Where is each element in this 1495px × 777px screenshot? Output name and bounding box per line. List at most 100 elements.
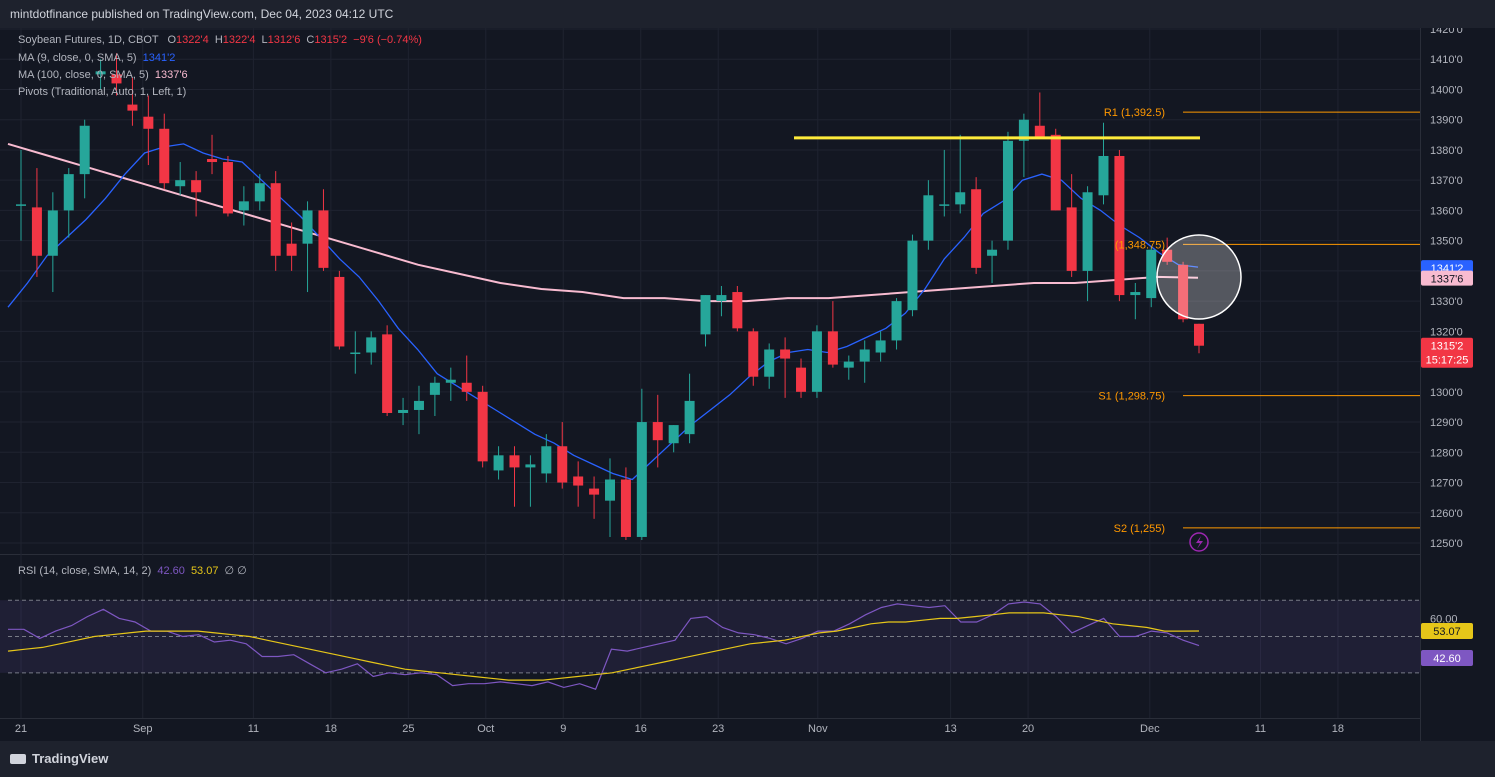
- candle-body: [95, 71, 106, 75]
- rsi-sma-badge-text: 53.07: [1433, 626, 1461, 638]
- ma9-label: MA (9, close, 0, SMA, 5): [18, 52, 137, 64]
- y-tick-label: 1370'0: [1430, 175, 1463, 187]
- candle-body: [31, 207, 42, 256]
- candle-body: [222, 162, 233, 214]
- close-label: C: [306, 34, 315, 46]
- candle-body: [382, 334, 393, 413]
- candle-body: [159, 128, 170, 184]
- pivots-legend: Pivots (Traditional, Auto, 1, Left, 1): [18, 86, 186, 98]
- x-tick-label: 21: [15, 723, 27, 735]
- candle-body: [1018, 119, 1029, 141]
- change-value: −9'6 (−0.74%): [353, 34, 422, 46]
- candle-body: [302, 210, 313, 244]
- y-tick-label: 1260'0: [1430, 508, 1463, 520]
- last-price-badge-text: 1315'2: [1431, 341, 1464, 353]
- rsi-ma-line: [7, 612, 1200, 681]
- candle-body: [509, 455, 520, 468]
- candle-body: [127, 104, 138, 111]
- candle-body: [413, 400, 424, 410]
- candle-body: [254, 183, 265, 202]
- y-tick-label: 1330'0: [1430, 296, 1463, 308]
- last-price-badge-text: 15:17:25: [1426, 355, 1469, 367]
- candle-body: [748, 331, 759, 377]
- candle-body: [1082, 192, 1093, 271]
- candle-body: [557, 446, 568, 483]
- highlight-circle: [1156, 234, 1242, 320]
- candle-body: [891, 301, 902, 341]
- candle-body: [191, 180, 202, 193]
- candle-body: [939, 204, 950, 206]
- y-tick-label: 1280'0: [1430, 447, 1463, 459]
- candle-body: [843, 361, 854, 368]
- publish-bar: mintdotfinance published on TradingView.…: [0, 0, 1495, 28]
- y-tick-label: 1250'0: [1430, 538, 1463, 550]
- candle-body: [16, 204, 26, 206]
- rsi-legend-value: 42.60: [157, 565, 185, 577]
- ohlc-legend: Soybean Futures, 1D, CBOT O1322'4 H1322'…: [18, 34, 422, 46]
- y-tick-label: 1350'0: [1430, 236, 1463, 248]
- candle-body: [47, 210, 58, 256]
- candle-body: [1034, 125, 1045, 138]
- candle-body: [589, 488, 600, 495]
- x-tick-label: Oct: [477, 723, 494, 735]
- x-tick-label: 23: [712, 723, 724, 735]
- candle-body: [318, 210, 329, 268]
- rsi-label: RSI (14, close, SMA, 14, 2): [18, 565, 152, 577]
- bolt-icon-glyph: [1196, 536, 1203, 549]
- symbol-label: Soybean Futures, 1D, CBOT: [18, 34, 159, 46]
- ma100-price-badge-text: 1337'6: [1431, 274, 1464, 286]
- ma100-value: 1337'6: [154, 69, 188, 81]
- candle-body: [286, 243, 297, 256]
- published-text: mintdotfinance published on TradingView.…: [10, 7, 394, 21]
- x-tick-label: Dec: [1140, 723, 1160, 735]
- rsi-legend: RSI (14, close, SMA, 14, 2) 42.60 53.07 …: [18, 564, 247, 577]
- ma9-line: [7, 143, 1199, 481]
- pivot-label-s2: S2 (1,255): [1114, 523, 1165, 535]
- candle-body: [238, 201, 249, 211]
- candle-body: [1066, 207, 1077, 271]
- candle-body: [1146, 249, 1157, 299]
- candle-body: [859, 349, 870, 362]
- candle-body: [652, 422, 663, 441]
- ma100-line: [7, 142, 1199, 303]
- ma100-legend: MA (100, close, 0, SMA, 5) 1337'6: [18, 69, 188, 81]
- pivot-label-p: (1,348.75): [1115, 239, 1165, 251]
- candle-body: [334, 276, 345, 347]
- last-price-badge: [1421, 337, 1473, 368]
- candle-body: [732, 292, 743, 329]
- candle-body: [1130, 292, 1141, 296]
- candle-body: [366, 337, 377, 353]
- candle-body: [63, 174, 74, 211]
- candle-body: [827, 331, 838, 365]
- open-value: 1322'4: [176, 34, 209, 46]
- y-tick-label: 1300'0: [1430, 387, 1463, 399]
- chart-canvas[interactable]: 1420'01410'01400'01390'01380'01370'01360…: [0, 28, 1495, 741]
- candle-body: [1194, 323, 1204, 346]
- candle-body: [764, 349, 775, 377]
- x-tick-label: 11: [1255, 723, 1266, 735]
- y-tick-label: 1360'0: [1430, 205, 1463, 217]
- rsi-value-badge: [1421, 649, 1473, 666]
- y-tick-label: 1420'0: [1430, 28, 1463, 36]
- candle-body: [923, 195, 934, 241]
- pivots-label: Pivots (Traditional, Auto, 1, Left, 1): [18, 86, 187, 98]
- y-tick-label: 1290'0: [1430, 417, 1463, 429]
- y-tick-label: 1410'0: [1430, 54, 1463, 66]
- candle-body: [175, 180, 186, 187]
- candle-body: [780, 349, 791, 359]
- bolt-icon: [1189, 532, 1209, 552]
- candle-body: [811, 331, 822, 392]
- x-tick-label: 20: [1022, 723, 1034, 735]
- candle-body: [270, 183, 281, 256]
- candle-body: [1114, 155, 1125, 296]
- y-tick-label: 1380'0: [1430, 145, 1463, 157]
- candle-body: [461, 382, 472, 392]
- candle-body: [1178, 264, 1189, 320]
- pivot-label-s1: S1 (1,298.75): [1098, 391, 1165, 403]
- footer-bar: TradingView: [0, 741, 1495, 777]
- candle-body: [605, 479, 615, 501]
- candle-body: [477, 391, 488, 462]
- candle-body: [684, 400, 695, 435]
- candle-body: [875, 340, 886, 353]
- open-label: O: [167, 34, 177, 46]
